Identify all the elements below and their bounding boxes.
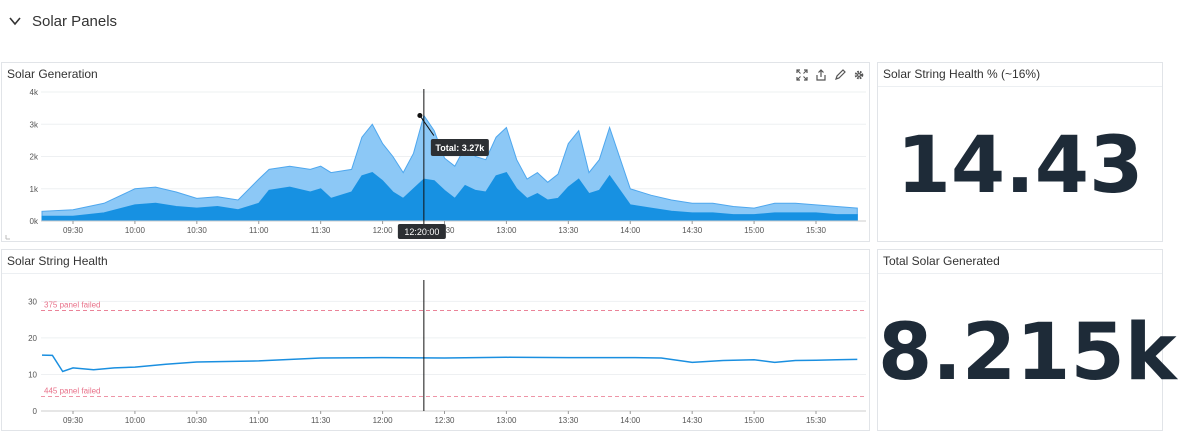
panel-title: Total Solar Generated <box>883 254 1000 268</box>
x-tick-label: 13:30 <box>558 416 579 425</box>
x-tick-label: 10:00 <box>125 416 146 425</box>
y-tick-label: 1k <box>30 185 39 194</box>
series-line <box>41 354 858 373</box>
y-tick-label: 3k <box>30 120 39 129</box>
x-tick-label: 12:00 <box>373 416 394 425</box>
solar-generation-chart[interactable]: 0k 1k 2k 3k 4k 09:30 10:00 10:30 11:00 11:30 12:00… <box>2 63 871 243</box>
x-tick-label: 11:00 <box>249 226 269 235</box>
chevron-down-icon[interactable] <box>8 14 22 28</box>
x-tick-label: 10:30 <box>187 416 208 425</box>
panel-title: Solar String Health % (~16%) <box>883 67 1041 81</box>
y-tick-label: 10 <box>28 370 37 379</box>
y-tick-label: 0k <box>30 217 39 226</box>
panel-title: Solar Generation <box>7 67 98 81</box>
x-tick-label: 15:30 <box>806 416 827 425</box>
x-tick-label: 09:30 <box>63 416 84 425</box>
section-title: Solar Panels <box>32 12 118 30</box>
resize-handle <box>5 235 10 240</box>
x-tick-label: 14:30 <box>682 226 703 235</box>
panel-divider <box>878 86 1162 87</box>
x-tick-label: 14:30 <box>682 416 703 425</box>
x-tick-label: 15:30 <box>806 226 827 235</box>
total-solar-generated-panel: Total Solar Generated 8.215k <box>877 249 1177 431</box>
x-tick-label: 12:30 <box>434 416 455 425</box>
panel-title: Solar String Health <box>7 254 108 268</box>
x-tick-label: 11:30 <box>311 226 331 235</box>
x-tick-label: 11:30 <box>311 416 331 425</box>
panel-divider <box>2 273 869 274</box>
tooltip-text: Total: 3.27k <box>435 143 485 153</box>
x-tick-label: 13:30 <box>558 226 579 235</box>
share-icon[interactable] <box>815 68 827 81</box>
solar-string-health-pct-panel: Solar String Health % (~16%) 14.43 <box>877 62 1163 242</box>
y-tick-label: 30 <box>28 297 37 306</box>
crosshair-time-label: 12:20:00 <box>404 227 439 237</box>
x-tick-label: 15:00 <box>744 416 765 425</box>
x-tick-label: 13:00 <box>496 226 517 235</box>
solar-string-health-panel: Solar String Health 0 10 20 30 375 panel fai… <box>1 249 870 431</box>
x-tick-label: 11:00 <box>249 416 269 425</box>
total-solar-value: 8.215k <box>878 308 1177 398</box>
edit-icon[interactable] <box>834 68 846 80</box>
x-tick-label: 10:30 <box>187 226 208 235</box>
series-area-base <box>41 172 858 222</box>
x-tick-label: 13:00 <box>496 416 517 425</box>
crosshair-time-box <box>397 224 446 239</box>
panel-divider <box>878 273 1162 274</box>
gear-icon[interactable] <box>853 68 865 80</box>
solar-string-health-chart[interactable]: 0 10 20 30 375 panel failed 445 panel failed 0… <box>2 250 871 432</box>
section-header[interactable]: Solar Panels <box>8 8 117 34</box>
reference-line-label: 375 panel failed <box>44 300 101 309</box>
x-tick-label: 14:00 <box>620 416 641 425</box>
y-tick-label: 2k <box>30 153 39 162</box>
x-tick-label: 14:00 <box>620 226 641 235</box>
solar-generation-panel: Solar Generation 0k 1k 2k 3k 4k 09:30 10:00 10:… <box>1 62 870 242</box>
x-tick-label: 15:00 <box>744 226 765 235</box>
y-tick-label: 20 <box>28 334 37 343</box>
panel-toolbar <box>796 68 865 81</box>
reference-line-label: 445 panel failed <box>44 386 101 395</box>
x-tick-label: 09:30 <box>63 226 84 235</box>
expand-icon[interactable] <box>796 68 808 81</box>
y-tick-label: 0 <box>33 407 38 416</box>
crosshair-point <box>417 113 423 119</box>
tooltip-leader <box>419 115 435 136</box>
y-tick-label: 4k <box>30 88 39 97</box>
x-tick-label: 10:00 <box>125 226 146 235</box>
tooltip-box <box>430 139 489 156</box>
health-pct-value: 14.43 <box>896 121 1144 211</box>
x-tick-label: 12:00 <box>373 226 394 235</box>
